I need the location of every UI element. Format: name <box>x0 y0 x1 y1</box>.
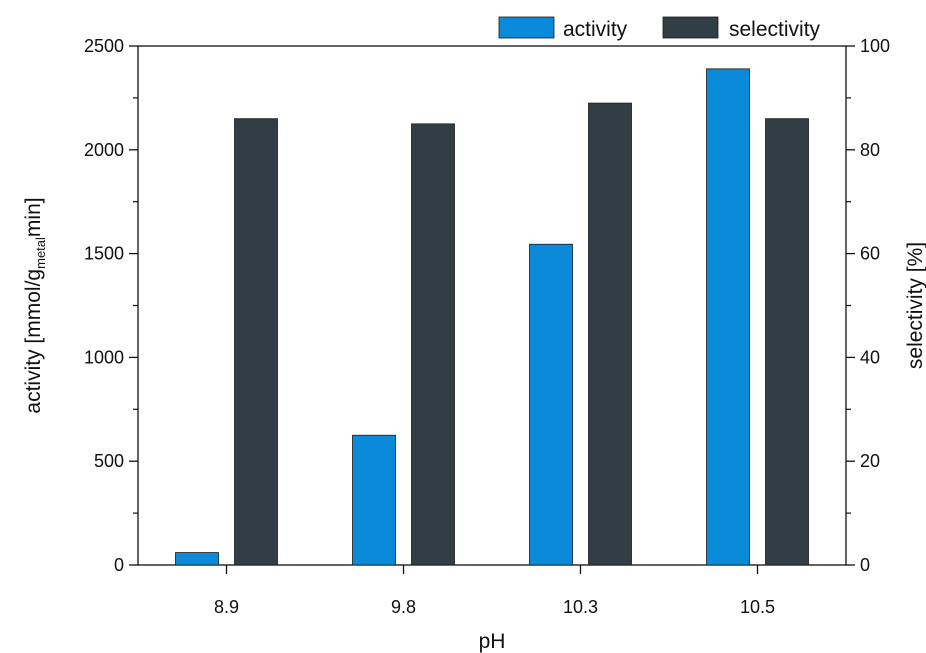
bar-selectivity-8-9 <box>234 118 278 566</box>
legend-swatch-activity <box>498 16 555 39</box>
bars-layer <box>175 68 809 566</box>
right-tick-label: 60 <box>860 244 880 264</box>
bar-selectivity-9-8 <box>411 123 455 566</box>
x-tick-label: 10.3 <box>563 597 598 617</box>
left-tick-label: 1000 <box>84 347 124 367</box>
right-tick-label: 0 <box>860 555 870 575</box>
bar-activity-10-3 <box>529 243 573 566</box>
left-y-axis-label-subscript: metal <box>33 237 48 269</box>
x-axis-label: pH <box>479 630 506 653</box>
x-tick-label: 8.9 <box>214 597 239 617</box>
right-tick-label: 40 <box>860 347 880 367</box>
left-tick-label: 2500 <box>84 36 124 56</box>
left-tick-label: 2000 <box>84 140 124 160</box>
bar-activity-10-5 <box>706 68 750 566</box>
left-tick-label: 500 <box>94 451 124 471</box>
right-y-axis-label: selectivity [%] <box>904 242 926 369</box>
right-tick-label: 80 <box>860 140 880 160</box>
legend-swatch-selectivity <box>662 16 719 39</box>
legend-label-selectivity: selectivity <box>729 18 821 41</box>
bar-activity-9-8 <box>352 434 396 566</box>
x-axis: 8.9 9.8 10.3 10.5 <box>214 565 775 617</box>
left-y-axis-label-suffix: min] <box>22 197 45 237</box>
bar-activity-8-9 <box>175 552 219 566</box>
bar-selectivity-10-3 <box>588 102 632 566</box>
legend-label-activity: activity <box>563 18 628 41</box>
bar-selectivity-10-5 <box>765 118 809 566</box>
right-tick-label: 100 <box>860 36 890 56</box>
right-tick-label: 20 <box>860 451 880 471</box>
legend: activity selectivity <box>498 16 821 41</box>
left-y-axis-label-prefix: activity [mmol/g <box>22 269 45 414</box>
left-y-axis-label: activity [mmol/gmetalmin] <box>22 197 48 413</box>
left-tick-label: 0 <box>114 555 124 575</box>
left-y-axis: 0 500 1000 1500 2000 2500 <box>84 36 138 575</box>
left-tick-label: 1500 <box>84 244 124 264</box>
right-y-axis: 0 20 40 60 80 100 <box>846 36 890 575</box>
x-tick-label: 9.8 <box>391 597 416 617</box>
x-tick-label: 10.5 <box>740 597 775 617</box>
